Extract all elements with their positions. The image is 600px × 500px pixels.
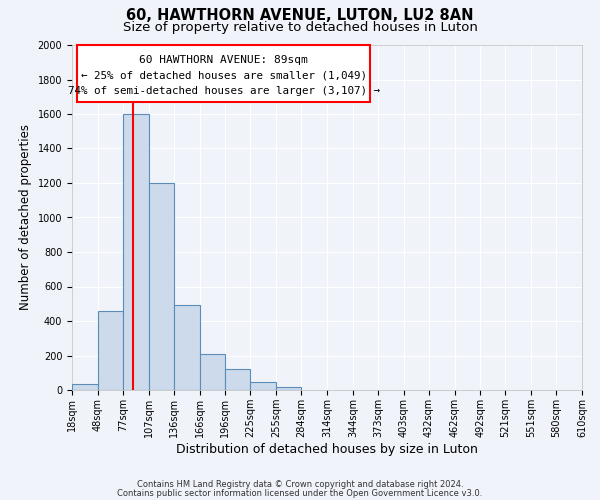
- Text: 60 HAWTHORN AVENUE: 89sqm: 60 HAWTHORN AVENUE: 89sqm: [139, 56, 308, 66]
- Bar: [226, 370, 250, 390]
- Bar: [98, 310, 123, 390]
- Bar: [199, 354, 226, 390]
- Y-axis label: Number of detached properties: Number of detached properties: [19, 124, 32, 310]
- Text: Contains HM Land Registry data © Crown copyright and database right 2024.: Contains HM Land Registry data © Crown c…: [137, 480, 463, 489]
- Text: Contains public sector information licensed under the Open Government Licence v3: Contains public sector information licen…: [118, 488, 482, 498]
- Bar: [250, 382, 276, 390]
- Text: 60, HAWTHORN AVENUE, LUTON, LU2 8AN: 60, HAWTHORN AVENUE, LUTON, LU2 8AN: [126, 8, 474, 22]
- Text: Size of property relative to detached houses in Luton: Size of property relative to detached ho…: [122, 21, 478, 34]
- Bar: [72, 384, 98, 390]
- Bar: [276, 386, 301, 390]
- Text: ← 25% of detached houses are smaller (1,049): ← 25% of detached houses are smaller (1,…: [81, 71, 367, 81]
- Bar: [123, 114, 149, 390]
- FancyBboxPatch shape: [77, 45, 370, 102]
- Text: 74% of semi-detached houses are larger (3,107) →: 74% of semi-detached houses are larger (…: [68, 86, 380, 97]
- X-axis label: Distribution of detached houses by size in Luton: Distribution of detached houses by size …: [176, 442, 478, 456]
- Bar: [149, 183, 173, 390]
- Bar: [173, 306, 199, 390]
